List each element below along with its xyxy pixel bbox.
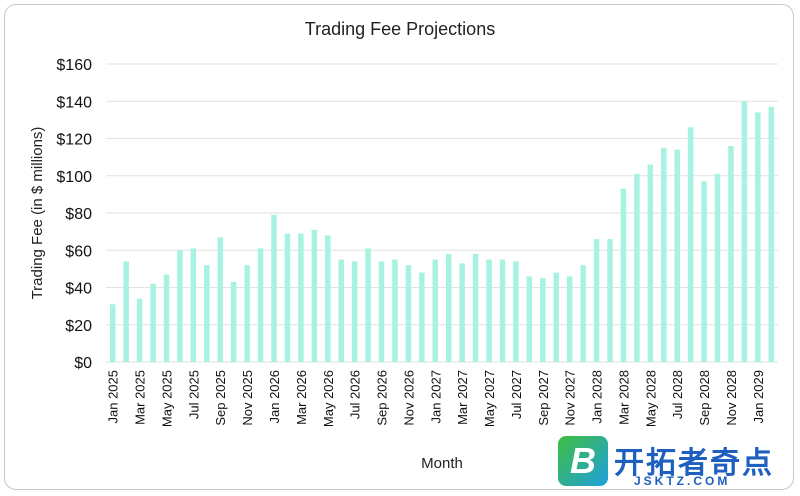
x-tick-label: Nov 2025 — [240, 370, 255, 426]
x-tick-label: Jan 2028 — [590, 370, 605, 424]
bar — [351, 261, 358, 362]
bar — [728, 145, 734, 362]
bar — [150, 283, 156, 362]
bar — [687, 127, 694, 362]
bar — [647, 164, 654, 362]
x-tick-label: Sep 2027 — [536, 370, 551, 426]
x-tick-label: Sep 2028 — [697, 370, 712, 426]
x-tick-label: Jul 2025 — [186, 370, 201, 419]
x-tick-label: Mar 2025 — [133, 370, 148, 425]
bar — [540, 278, 546, 362]
y-tick-label: $40 — [65, 281, 92, 298]
bar — [298, 233, 304, 362]
bar — [419, 272, 425, 362]
bar — [257, 248, 264, 362]
x-tick-label: Mar 2026 — [294, 370, 309, 425]
bar — [566, 276, 573, 362]
watermark-logo: B — [558, 436, 608, 486]
y-axis-label: Trading Fee (in $ millions) — [29, 127, 46, 300]
y-tick-label: $20 — [65, 318, 92, 335]
x-tick-label: Jan 2029 — [751, 370, 766, 424]
bar — [432, 259, 439, 362]
bar — [271, 214, 277, 362]
x-tick-label: Jan 2025 — [106, 370, 121, 424]
bar — [163, 274, 170, 362]
bar — [284, 233, 291, 362]
bar — [405, 265, 412, 362]
bar — [325, 235, 331, 362]
bar — [109, 304, 116, 362]
bar — [445, 253, 452, 362]
bar — [177, 250, 183, 362]
bar — [701, 181, 707, 362]
x-tick-label: May 2026 — [321, 370, 336, 427]
x-tick-label: Sep 2026 — [375, 370, 390, 426]
x-tick-label: Nov 2026 — [401, 370, 416, 426]
bar — [768, 106, 775, 363]
x-tick-label: Jan 2027 — [428, 370, 443, 424]
bar — [674, 149, 680, 362]
watermark: B 开拓者奇点 JSKTZ.COM — [556, 432, 800, 496]
bar — [486, 259, 492, 362]
bar — [513, 261, 519, 362]
x-tick-label: Mar 2028 — [616, 370, 631, 425]
bar — [217, 237, 223, 362]
y-tick-label: $80 — [65, 206, 92, 223]
y-tick-label: $60 — [65, 243, 92, 260]
y-tick-label: $0 — [74, 355, 92, 372]
x-tick-label: Jul 2027 — [509, 370, 524, 419]
bar — [378, 261, 385, 362]
bar — [311, 229, 318, 362]
y-tick-label: $100 — [56, 169, 92, 186]
y-tick-label: $140 — [56, 94, 92, 111]
watermark-logo-letter: B — [570, 440, 596, 481]
bar — [338, 259, 344, 362]
watermark-title: 开拓者奇点 — [614, 446, 774, 481]
bar — [580, 265, 586, 362]
bar — [459, 263, 465, 362]
bar — [714, 173, 721, 362]
bar — [607, 239, 613, 362]
bar — [661, 147, 667, 362]
bar — [392, 259, 398, 362]
bar — [741, 101, 748, 362]
bar — [755, 112, 761, 362]
x-tick-label: Sep 2025 — [213, 370, 228, 426]
x-tick-label: Mar 2027 — [455, 370, 470, 425]
x-axis-label: Month — [421, 455, 463, 472]
bar — [230, 281, 237, 362]
bar — [553, 272, 559, 362]
bar — [244, 265, 250, 362]
x-tick-label: Jan 2026 — [267, 370, 282, 424]
watermark-url: JSKTZ.COM — [634, 474, 731, 488]
bar — [204, 265, 210, 362]
bar — [365, 248, 371, 362]
bar — [620, 188, 627, 362]
x-tick-label: May 2028 — [643, 370, 658, 427]
bar — [472, 253, 479, 362]
bar — [593, 239, 600, 362]
bar — [190, 248, 197, 362]
bar — [526, 276, 533, 362]
bar — [136, 298, 143, 362]
chart-title: Trading Fee Projections — [305, 19, 495, 39]
x-tick-label: Nov 2028 — [724, 370, 739, 426]
bar — [634, 173, 640, 362]
y-tick-label: $160 — [56, 57, 92, 74]
bar — [499, 259, 506, 362]
x-tick-label: Jul 2028 — [670, 370, 685, 419]
y-tick-label: $120 — [56, 132, 92, 149]
x-tick-label: Nov 2027 — [563, 370, 578, 426]
x-tick-label: May 2027 — [482, 370, 497, 427]
x-tick-label: Jul 2026 — [348, 370, 363, 419]
bar — [123, 261, 129, 362]
x-tick-label: May 2025 — [159, 370, 174, 427]
